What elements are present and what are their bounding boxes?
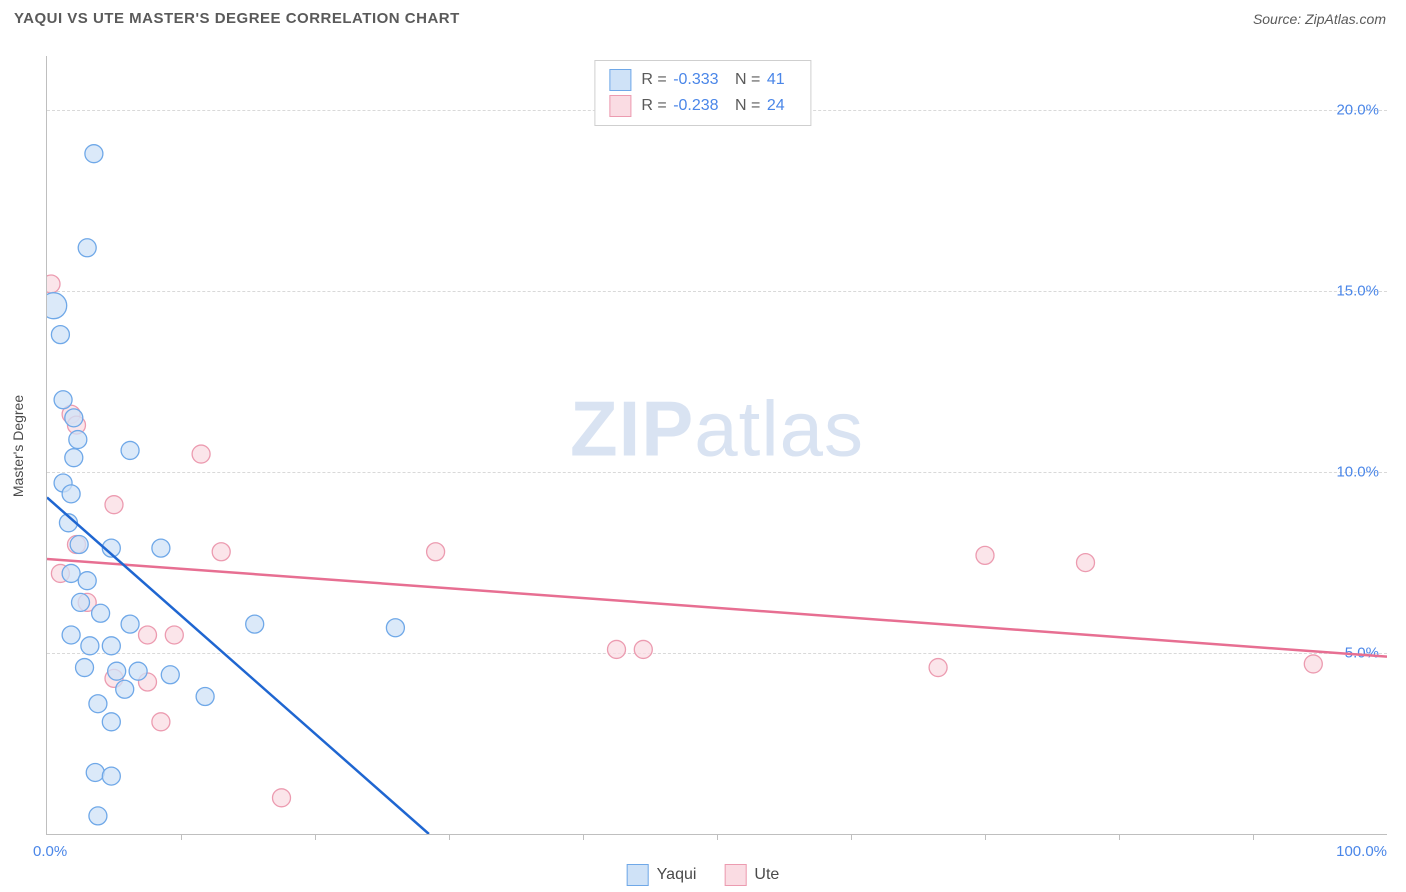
data-point [65,409,83,427]
x-tick [583,834,584,840]
data-point [192,445,210,463]
data-point [634,640,652,658]
chart-plot-area: ZIPatlas 5.0%10.0%15.0%20.0% 0.0% 100.0% [46,56,1387,835]
legend-label-yaqui: Yaqui [657,866,697,884]
swatch-ute-icon [724,864,746,886]
swatch-yaqui-icon [627,864,649,886]
data-point [62,485,80,503]
data-point [108,662,126,680]
data-point [47,275,60,293]
data-point [273,789,291,807]
x-tick [181,834,182,840]
legend-item-yaqui: Yaqui [627,864,697,886]
data-point [92,604,110,622]
data-point [51,326,69,344]
data-point [54,391,72,409]
data-point [102,767,120,785]
data-point [152,713,170,731]
data-point [152,539,170,557]
data-point [976,546,994,564]
x-tick [1119,834,1120,840]
data-point [1304,655,1322,673]
legend-item-ute: Ute [724,864,779,886]
data-point [72,593,90,611]
scatter-svg [47,56,1387,834]
data-point [47,293,67,319]
data-point [70,536,88,554]
data-point [386,619,404,637]
x-tick [717,834,718,840]
data-point [62,626,80,644]
data-point [427,543,445,561]
data-point [246,615,264,633]
legend-label-ute: Ute [754,866,779,884]
data-point [78,572,96,590]
data-point [121,441,139,459]
data-point [85,145,103,163]
series-legend: Yaqui Ute [627,864,780,886]
x-tick [1253,834,1254,840]
data-point [102,713,120,731]
data-point [89,695,107,713]
trend-line [47,497,429,834]
data-point [139,626,157,644]
swatch-ute [609,95,631,117]
data-point [86,763,104,781]
data-point [929,659,947,677]
chart-source: Source: ZipAtlas.com [1253,11,1386,27]
data-point [81,637,99,655]
x-axis-min-label: 0.0% [33,843,67,860]
data-point [121,615,139,633]
y-axis-title: Master's Degree [10,395,26,497]
data-point [78,239,96,257]
data-point [116,680,134,698]
data-point [65,449,83,467]
trend-line [47,559,1387,657]
stats-legend: R = -0.333 N = 41 R = -0.238 N = 24 [594,60,811,126]
data-point [105,496,123,514]
data-point [608,640,626,658]
x-tick [315,834,316,840]
stats-row-yaqui: R = -0.333 N = 41 [609,67,796,93]
chart-title: YAQUI VS UTE MASTER'S DEGREE CORRELATION… [14,10,460,27]
data-point [129,662,147,680]
x-tick [985,834,986,840]
data-point [165,626,183,644]
data-point [212,543,230,561]
swatch-yaqui [609,69,631,91]
data-point [1077,554,1095,572]
stats-row-ute: R = -0.238 N = 24 [609,93,796,119]
data-point [161,666,179,684]
data-point [76,659,94,677]
data-point [62,564,80,582]
x-tick [449,834,450,840]
data-point [196,687,214,705]
x-axis-max-label: 100.0% [1336,843,1387,860]
x-tick [851,834,852,840]
data-point [89,807,107,825]
data-point [102,637,120,655]
data-point [69,431,87,449]
